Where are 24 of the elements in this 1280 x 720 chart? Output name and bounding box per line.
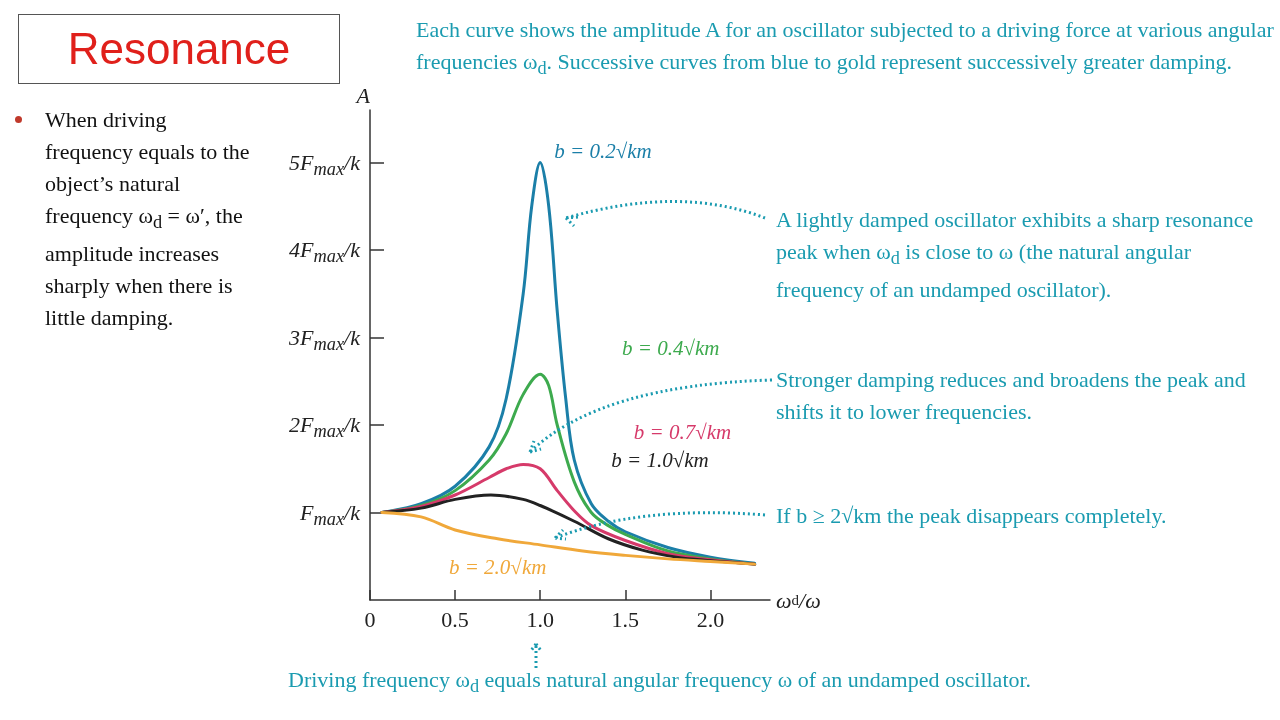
text: Driving frequency ω$_{d}$ equals natural angular frequency ω of an undamped oscillator.	[288, 666, 1033, 699]
text: b = 0.4√km	[621, 335, 720, 360]
y-tick-label: 4F$_{max}$/k	[289, 236, 360, 269]
y-tick-label: 3F$_{max}$/k	[289, 323, 360, 356]
text: When driving frequency equals to the object’s natural frequency ω$_{d}$ = ω′, the amplitude increases sharply when there is little damping.	[45, 107, 250, 331]
y-tick-label: 2F$_{max}$/k	[289, 411, 360, 444]
series-label: b = 0.2√km	[554, 138, 652, 163]
y-axis-title: A	[354, 82, 371, 108]
x-tick-label: 1.5	[611, 606, 640, 632]
text: b = 0.7√km	[633, 419, 732, 444]
x-tick-label: 0	[364, 606, 376, 632]
x-tick-label: 1.0	[526, 606, 554, 632]
x-tick-label: 0.5	[441, 606, 469, 632]
x-tick-label: 2.0	[696, 606, 725, 632]
text: b = 1.0√km	[611, 448, 709, 473]
text: Each curve shows the amplitude A for an oscillator subjected to a driving force at various angular frequencies ω$_{d}$. Successive curves from blue to gold represent successively greater damping.	[416, 16, 1275, 81]
text: Stronger damping reduces and broadens the peak and shifts it to lower frequencies.	[776, 366, 1247, 426]
x-axis-title: ωd/ω	[776, 587, 821, 613]
series-label: b = 2.0√km	[448, 555, 547, 580]
text: A lightly damped oscillator exhibits a sharp resonance peak when ω$_{d}$ is close to ω (the natural angular frequency of an undamped oscillator).	[776, 206, 1255, 305]
chart-title: Resonance	[18, 14, 340, 84]
y-tick-label: 5F$_{max}$/k	[289, 148, 360, 181]
y-tick-label: F$_{max}$/k	[300, 498, 360, 531]
text: If b ≥ 2√km the peak disappears completely.	[776, 502, 1168, 530]
